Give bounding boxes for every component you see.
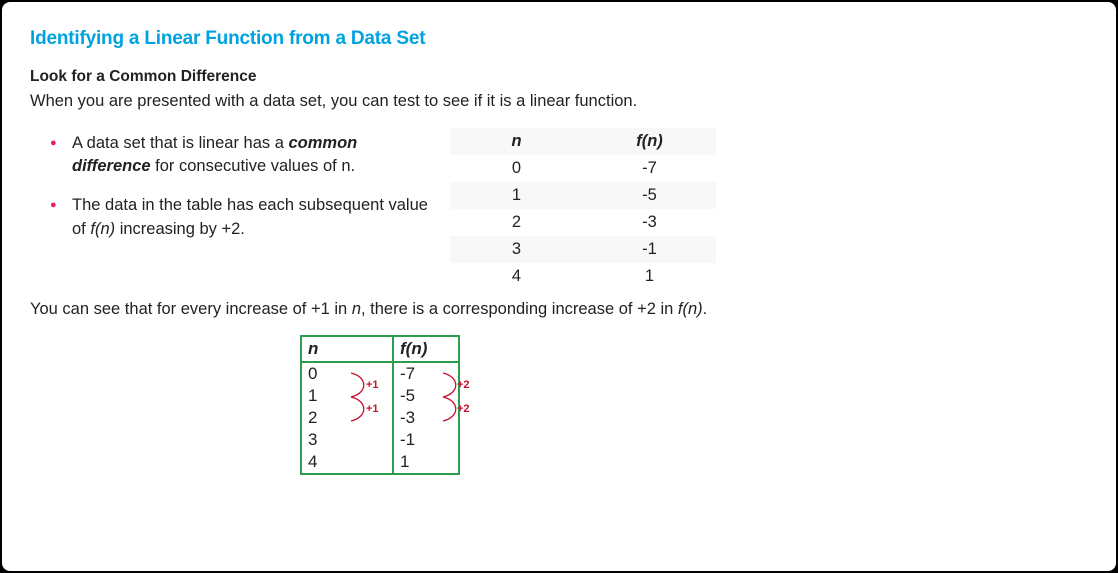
- table-cell: 3: [450, 236, 583, 263]
- table-cell: 1: [450, 182, 583, 209]
- bullet-list: A data set that is linear has a common d…: [30, 132, 430, 256]
- table-header: f(n): [393, 336, 459, 362]
- table-cell: 3: [301, 429, 393, 451]
- annotation-label-left: +1: [366, 379, 379, 391]
- lesson-title: Identifying a Linear Function from a Dat…: [30, 28, 1088, 50]
- table-header: f(n): [583, 128, 716, 155]
- content-row: A data set that is linear has a common d…: [30, 128, 1088, 290]
- table-header: n: [450, 128, 583, 155]
- table-cell: 4: [301, 451, 393, 474]
- annotated-table-wrap: n f(n) 0-7 1-5 2-3 3-1 41 +1 +1 +2 +2: [30, 335, 730, 475]
- annotation-label-left: +1: [366, 403, 379, 415]
- bullet-item: The data in the table has each subsequen…: [50, 194, 430, 240]
- lesson-conclusion: You can see that for every increase of +…: [30, 298, 1088, 320]
- lesson-intro: When you are presented with a data set, …: [30, 90, 1088, 112]
- data-table-2: n f(n) 0-7 1-5 2-3 3-1 41: [300, 335, 460, 475]
- bullet-item: A data set that is linear has a common d…: [50, 132, 430, 178]
- annotation-label-right: +2: [457, 379, 470, 391]
- annotated-table: n f(n) 0-7 1-5 2-3 3-1 41 +1 +1 +2 +2: [300, 335, 460, 475]
- table-cell: 1: [393, 451, 459, 474]
- table-cell: -1: [393, 429, 459, 451]
- table-cell: -3: [583, 209, 716, 236]
- table-cell: 2: [301, 407, 393, 429]
- table-cell: -7: [583, 155, 716, 182]
- lesson-card: Identifying a Linear Function from a Dat…: [2, 2, 1116, 571]
- annotation-label-right: +2: [457, 403, 470, 415]
- table-cell: 1: [583, 263, 716, 290]
- table-cell: 2: [450, 209, 583, 236]
- table-cell: 1: [301, 385, 393, 407]
- table-cell: -5: [393, 385, 459, 407]
- table-cell: -7: [393, 362, 459, 385]
- data-table-1: n f(n) 0-7 1-5 2-3 3-1 41: [450, 128, 716, 290]
- lesson-subtitle: Look for a Common Difference: [30, 68, 1088, 86]
- table-cell: 0: [301, 362, 393, 385]
- table-cell: -3: [393, 407, 459, 429]
- table-cell: -1: [583, 236, 716, 263]
- table-header: n: [301, 336, 393, 362]
- table-cell: 0: [450, 155, 583, 182]
- table-cell: -5: [583, 182, 716, 209]
- table-cell: 4: [450, 263, 583, 290]
